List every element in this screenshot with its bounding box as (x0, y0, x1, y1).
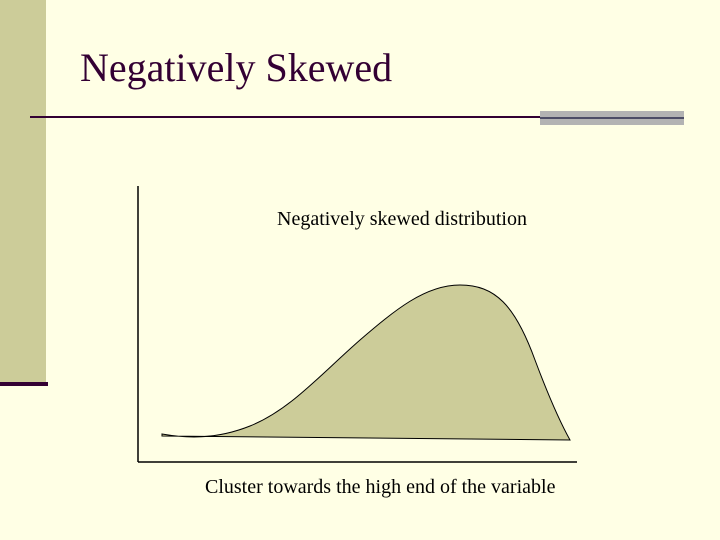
slide-title: Negatively Skewed (80, 45, 393, 90)
side-accent-bar (0, 0, 46, 382)
graph-caption: Negatively skewed distribution (277, 208, 527, 230)
side-accent-rule (0, 382, 48, 386)
footer-caption: Cluster towards the high end of the vari… (205, 476, 556, 498)
skewed-distribution-curve (161, 284, 571, 441)
title-underline (30, 116, 684, 118)
title-underline-accent-line (540, 117, 684, 119)
